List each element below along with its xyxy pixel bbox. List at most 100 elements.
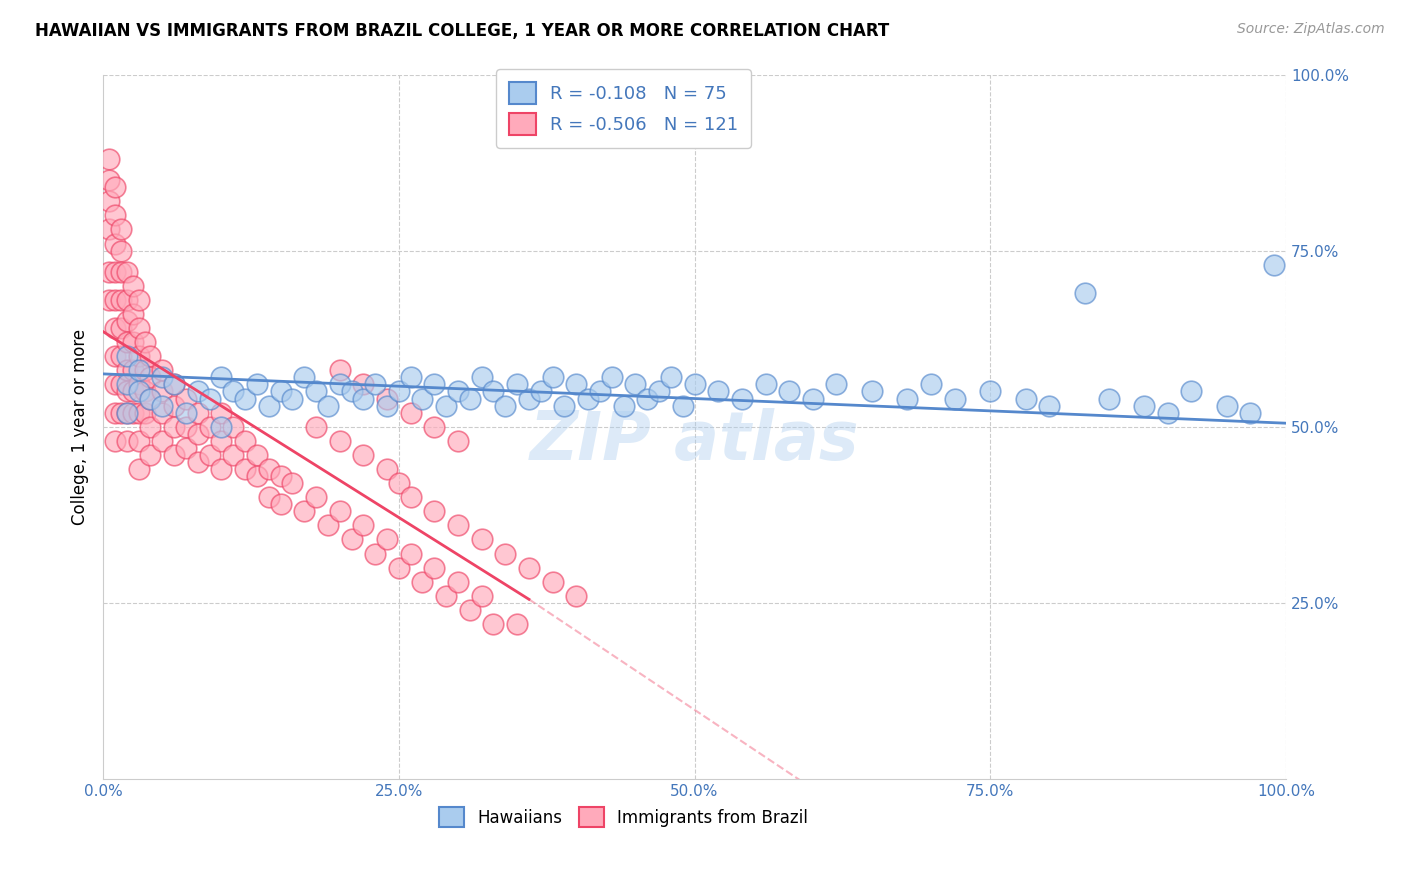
Point [1015,392,1038,406]
Point [388,476,411,491]
Point [121,307,143,321]
Point [329,377,352,392]
Point [134,406,156,420]
Point [134,335,156,350]
Point [270,384,292,399]
Point [636,392,658,406]
Point [257,399,280,413]
Point [494,399,516,413]
Point [517,560,540,574]
Point [423,419,446,434]
Point [943,392,966,406]
Text: Source: ZipAtlas.com: Source: ZipAtlas.com [1237,22,1385,37]
Point [482,616,505,631]
Point [150,384,173,399]
Point [316,518,339,533]
Point [115,434,138,448]
Point [423,504,446,518]
Point [128,434,150,448]
Point [128,363,150,377]
Point [121,384,143,399]
Point [174,392,197,406]
Point [163,448,186,462]
Point [104,208,127,222]
Point [139,349,162,363]
Point [104,293,127,307]
Point [648,384,671,399]
Y-axis label: College, 1 year or more: College, 1 year or more [72,328,89,524]
Point [150,363,173,377]
Point [128,321,150,335]
Point [352,392,374,406]
Point [553,399,575,413]
Point [128,349,150,363]
Point [246,377,269,392]
Point [447,384,470,399]
Point [187,406,209,420]
Point [305,419,328,434]
Point [281,476,304,491]
Point [198,448,221,462]
Point [1074,285,1097,300]
Point [104,349,127,363]
Point [233,462,256,476]
Point [447,434,470,448]
Point [98,194,121,209]
Point [150,370,173,384]
Point [139,370,162,384]
Point [198,392,221,406]
Point [375,462,398,476]
Point [209,370,232,384]
Point [98,293,121,307]
Point [110,293,132,307]
Point [209,434,232,448]
Point [589,384,612,399]
Point [471,370,494,384]
Point [115,349,138,363]
Point [388,384,411,399]
Point [517,392,540,406]
Point [174,419,197,434]
Point [104,377,127,392]
Point [506,377,529,392]
Point [98,222,121,236]
Point [163,419,186,434]
Point [115,265,138,279]
Point [121,335,143,350]
Point [110,406,132,420]
Point [1156,406,1178,420]
Point [364,547,387,561]
Point [565,589,588,603]
Point [281,392,304,406]
Point [104,321,127,335]
Point [134,363,156,377]
Point [600,370,623,384]
Point [1097,392,1119,406]
Point [110,349,132,363]
Point [98,152,121,166]
Point [979,384,1001,399]
Point [104,406,127,420]
Point [399,406,422,420]
Point [115,293,138,307]
Point [494,547,516,561]
Point [139,392,162,406]
Point [340,533,363,547]
Point [139,419,162,434]
Point [565,377,588,392]
Point [1216,399,1239,413]
Point [576,392,599,406]
Point [104,180,127,194]
Point [471,589,494,603]
Point [115,363,138,377]
Point [163,377,186,392]
Point [352,518,374,533]
Point [399,370,422,384]
Point [434,399,457,413]
Point [110,321,132,335]
Point [329,434,352,448]
Point [659,370,682,384]
Point [139,392,162,406]
Point [104,236,127,251]
Point [423,377,446,392]
